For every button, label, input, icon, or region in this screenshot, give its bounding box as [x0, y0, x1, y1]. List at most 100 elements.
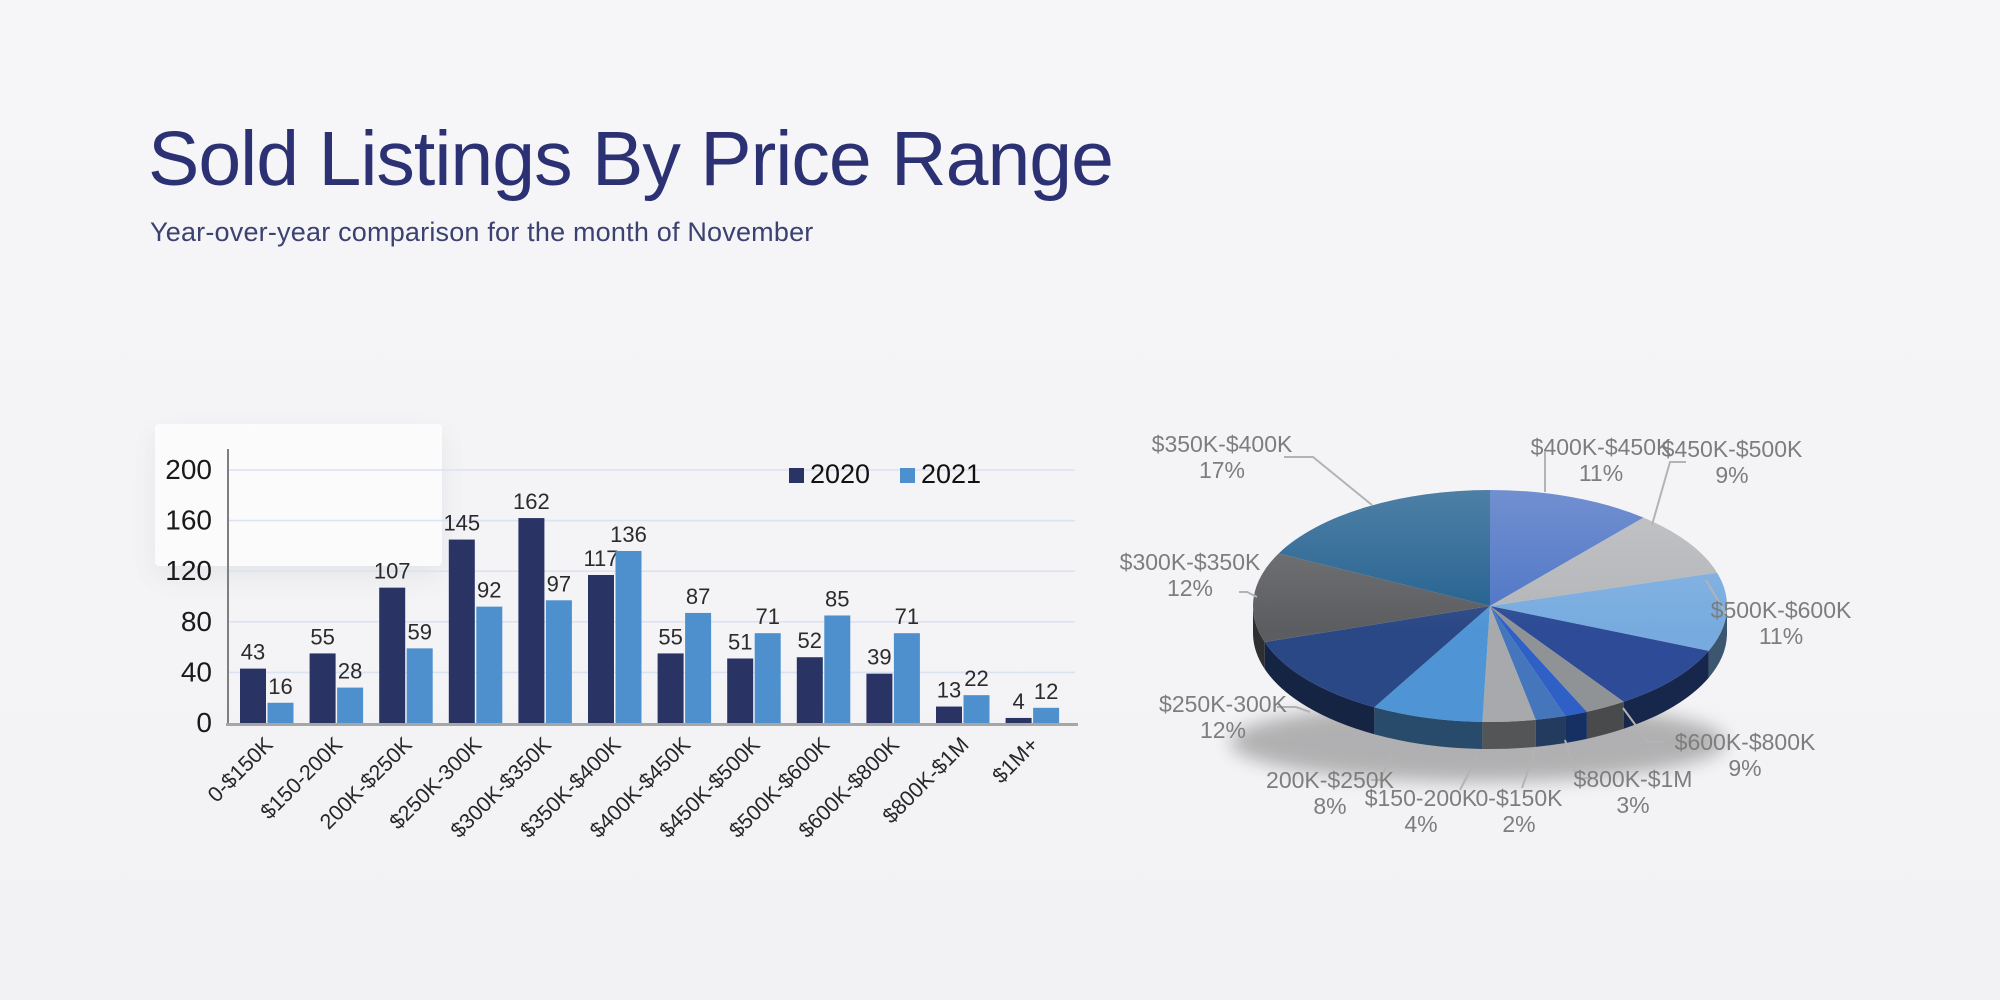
bar-2020: [309, 653, 336, 723]
pie-slice-label: 200K-$250K: [1266, 767, 1395, 793]
header: Sold Listings By Price Range Year-over-y…: [148, 116, 1114, 248]
pie-slice-side: [1264, 642, 1375, 735]
pie-slice-percent: 11%: [1759, 623, 1803, 649]
y-axis-tick-label: 160: [165, 505, 212, 536]
pie-slice-side: [1623, 650, 1709, 729]
bar-2021: [685, 612, 712, 723]
pie-slice-percent: 12%: [1167, 575, 1213, 601]
bar-2021: [963, 695, 990, 723]
legend-label: 2021: [921, 459, 981, 489]
bar-2021: [1033, 707, 1060, 723]
bar-2021: [893, 633, 920, 723]
bar-2021: [337, 687, 364, 723]
bar-value-label: 162: [513, 489, 550, 514]
pie-slice-label: $350K-$400K: [1152, 431, 1293, 457]
y-axis-tick-label: 40: [181, 656, 212, 687]
bar-2020: [1005, 717, 1032, 723]
pie-slice-label: $500K-$600K: [1711, 597, 1852, 623]
bar-2020: [936, 706, 962, 723]
bar-2021: [615, 550, 642, 723]
bar-value-label: 55: [658, 624, 682, 649]
bar-2020: [796, 657, 823, 723]
bar-2020: [727, 658, 754, 723]
pie-leader-line: [1564, 739, 1592, 779]
pie-slice-percent: 9%: [1715, 462, 1748, 488]
bar-2021: [754, 633, 781, 723]
bar-value-label: 71: [895, 604, 919, 629]
pie-slice-label: $250K-300K: [1159, 691, 1288, 717]
pie-slice-label: $450K-$500K: [1662, 436, 1803, 462]
pie-slice-side: [1482, 719, 1536, 749]
bar-2021: [406, 648, 433, 723]
bar-2020: [379, 587, 406, 723]
bar-2020: [518, 518, 545, 723]
bar-value-label: 13: [937, 678, 961, 703]
pie-slice-label: $400K-$450K: [1531, 434, 1672, 460]
pie-slice-side: [1253, 606, 1265, 670]
pie-leader-line: [1705, 579, 1727, 615]
bar-2020: [240, 668, 266, 723]
x-axis-category-label: $1M+: [988, 733, 1043, 788]
bar-value-label: 59: [407, 619, 431, 644]
pie-slice-percent: 12%: [1200, 717, 1246, 743]
bar-value-label: 71: [755, 604, 779, 629]
pie-leader-line: [1459, 756, 1478, 791]
pie-slice-side: [1535, 715, 1566, 747]
bar-2020: [657, 653, 684, 723]
bar-value-label: 39: [867, 645, 891, 670]
pie-slice-side: [1708, 606, 1727, 678]
pie-slice-percent: 9%: [1728, 755, 1761, 781]
bar-2021: [824, 615, 851, 723]
pie-leader-line: [1277, 706, 1311, 713]
y-axis-tick-label: 80: [181, 606, 212, 637]
bar-2020: [866, 673, 893, 723]
page-subtitle: Year-over-year comparison for the month …: [150, 217, 814, 248]
bar-value-label: 117: [583, 546, 618, 571]
pie-chart: $400K-$450K11%$450K-$500K9%$500K-$600K11…: [1120, 431, 1852, 837]
bar-chart: 43160-$150K5528$150-200K10759200K-$250K1…: [165, 449, 1078, 843]
pie-leader-line: [1622, 707, 1663, 743]
bar-value-label: 87: [686, 584, 710, 609]
pie-slice-percent: 17%: [1199, 457, 1245, 483]
pie-slice-label: $800K-$1M: [1574, 766, 1693, 792]
pie-leader-line: [1239, 591, 1258, 598]
bar-value-label: 55: [310, 624, 334, 649]
pie-slice-percent: 2%: [1502, 811, 1535, 837]
pie-leader-line: [1651, 461, 1686, 526]
bar-value-label: 52: [798, 628, 822, 653]
bar-2020: [448, 539, 475, 723]
pie-highlight: [1253, 490, 1727, 722]
pie-slice-percent: 8%: [1313, 793, 1346, 819]
bar-2020: [588, 574, 614, 723]
legend-label: 2020: [810, 459, 870, 489]
bar-value-label: 51: [728, 629, 752, 654]
bar-value-label: 92: [477, 578, 501, 603]
bar-value-label: 145: [443, 511, 480, 536]
bar-value-label: 12: [1034, 679, 1058, 704]
pie-slice-side: [1586, 701, 1624, 739]
pie-leader-line: [1521, 749, 1536, 789]
pie-leader-line: [1284, 456, 1373, 506]
bar-value-label: 43: [241, 640, 265, 665]
pie-slice-label: 0-$150K: [1476, 785, 1564, 811]
bar-value-label: 4: [1012, 689, 1024, 714]
pie-slice-percent: 3%: [1616, 792, 1649, 818]
legend-swatch: [900, 468, 915, 483]
bar-2021: [476, 606, 503, 723]
pie-slice-side: [1374, 707, 1483, 749]
pie-slice-side: [1565, 711, 1587, 743]
bar-value-label: 16: [268, 674, 292, 699]
chart-backdrop-panel: [155, 424, 442, 566]
y-axis-tick-label: 120: [165, 555, 212, 586]
pie-slice-label: $600K-$800K: [1675, 729, 1816, 755]
y-axis-tick-label: 0: [196, 707, 212, 738]
bar-value-label: 107: [374, 559, 411, 584]
bar-value-label: 85: [825, 586, 849, 611]
bar-value-label: 136: [610, 522, 647, 547]
pie-slice-label: $150-200K: [1365, 785, 1478, 811]
pie-leader-line: [1371, 754, 1393, 781]
bar-value-label: 22: [964, 666, 988, 691]
bar-2021: [545, 600, 572, 723]
page-title: Sold Listings By Price Range: [148, 116, 1114, 202]
